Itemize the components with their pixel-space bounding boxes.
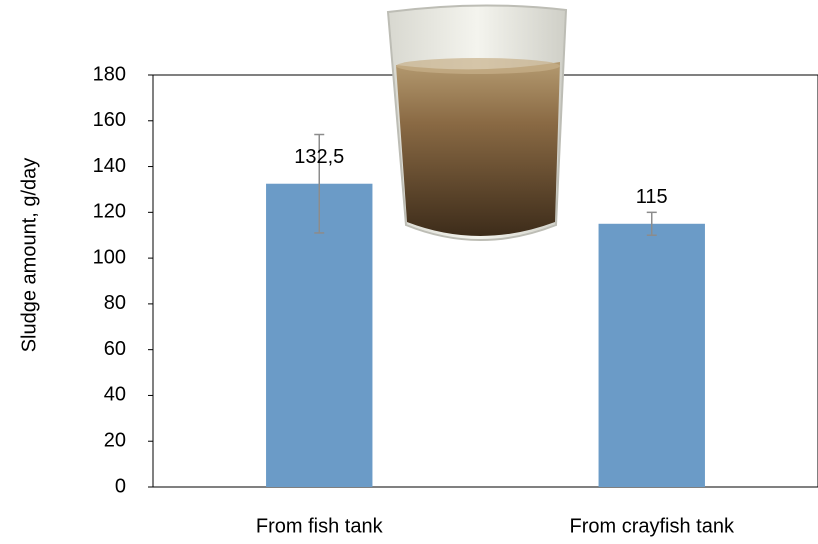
- y-tick-label: 140: [93, 155, 126, 177]
- y-tick-label: 0: [115, 475, 126, 497]
- y-tick-label: 160: [93, 109, 126, 131]
- value-label: 115: [636, 186, 668, 208]
- y-tick-label: 120: [93, 201, 126, 223]
- y-tick-label: 180: [93, 63, 126, 85]
- y-tick-label: 60: [104, 338, 126, 360]
- y-tick-label: 40: [104, 384, 126, 406]
- beaker-photo: [386, 4, 568, 241]
- y-axis-label: Sludge amount, g/day: [18, 158, 40, 353]
- error-bar: [646, 211, 657, 236]
- bar: [266, 183, 373, 487]
- error-bar: [314, 133, 325, 234]
- x-tick-label: From fish tank: [256, 515, 384, 537]
- y-tick-label: 80: [104, 292, 126, 314]
- x-tick-label: From crayfish tank: [570, 515, 735, 537]
- value-label: 132,5: [294, 146, 344, 168]
- bar: [598, 223, 705, 487]
- y-tick-label: 20: [104, 430, 126, 452]
- y-tick-label: 100: [93, 246, 126, 268]
